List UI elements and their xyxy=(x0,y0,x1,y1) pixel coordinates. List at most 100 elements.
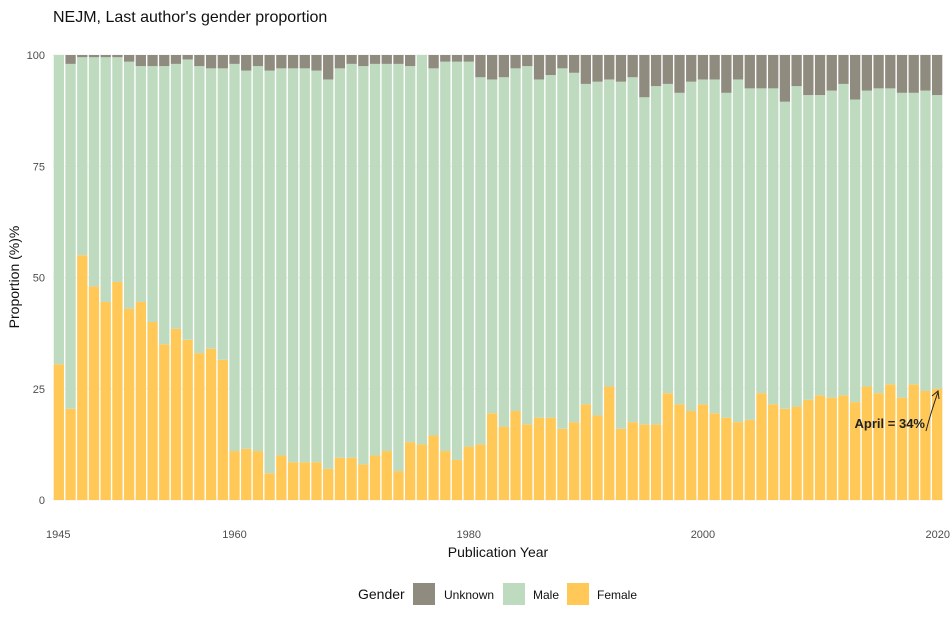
bar-female-1949 xyxy=(100,301,111,500)
bar-unknown-1948 xyxy=(88,55,100,58)
bar-unknown-1952 xyxy=(135,55,146,67)
bar-unknown-1975 xyxy=(405,55,416,67)
bar-female-1990 xyxy=(580,404,591,500)
legend-swatch-female xyxy=(567,583,589,605)
bar-unknown-2020 xyxy=(931,55,943,96)
bar-female-1996 xyxy=(650,424,662,500)
bar-female-1995 xyxy=(639,424,650,500)
bar-unknown-1961 xyxy=(241,55,252,71)
bar-female-1983 xyxy=(498,426,510,500)
bar-male-2018 xyxy=(908,92,919,385)
bar-female-1950 xyxy=(112,281,123,500)
bar-male-1982 xyxy=(486,79,498,414)
bar-female-1945 xyxy=(53,364,65,500)
bar-unknown-2000 xyxy=(697,55,709,80)
bar-male-1958 xyxy=(205,68,217,349)
x-tick-label: 1980 xyxy=(456,529,480,541)
bar-female-1993 xyxy=(615,428,627,500)
bar-unknown-1993 xyxy=(615,55,627,82)
bar-female-2004 xyxy=(744,419,755,500)
bar-unknown-2013 xyxy=(850,55,861,100)
bar-unknown-2003 xyxy=(732,55,744,80)
bar-unknown-1947 xyxy=(77,55,88,58)
x-tick-label: 1945 xyxy=(46,529,70,541)
bar-female-2005 xyxy=(756,393,767,500)
bar-unknown-2004 xyxy=(744,55,755,89)
bar-female-1972 xyxy=(369,455,381,500)
bar-female-1981 xyxy=(475,444,486,500)
bar-female-1999 xyxy=(686,411,697,500)
bar-male-1992 xyxy=(604,79,615,387)
bar-unknown-2017 xyxy=(896,55,908,93)
legend-swatch-unknown xyxy=(413,583,435,605)
bar-unknown-2011 xyxy=(826,55,837,91)
bar-unknown-1991 xyxy=(592,55,603,82)
bar-unknown-1983 xyxy=(498,55,510,78)
bar-female-1960 xyxy=(229,451,240,500)
bar-male-2019 xyxy=(920,90,931,391)
bar-unknown-2010 xyxy=(814,55,826,96)
bar-unknown-1982 xyxy=(486,55,498,80)
bar-male-1974 xyxy=(393,63,404,472)
bar-unknown-1970 xyxy=(346,55,357,64)
bar-male-1988 xyxy=(557,68,568,429)
bar-female-1962 xyxy=(252,451,264,500)
bar-male-1948 xyxy=(88,57,100,287)
bar-male-2008 xyxy=(791,86,802,407)
annotation-text: April = 34% xyxy=(855,416,926,431)
bar-female-1994 xyxy=(627,422,638,500)
y-tick-label: 100 xyxy=(27,50,45,62)
bar-male-1963 xyxy=(264,70,275,474)
bar-unknown-2014 xyxy=(861,55,873,91)
bar-male-1991 xyxy=(592,81,603,416)
bar-female-1979 xyxy=(451,459,463,500)
bar-unknown-1973 xyxy=(381,55,392,64)
bar-female-1966 xyxy=(299,462,310,500)
bar-unknown-1998 xyxy=(674,55,685,93)
bar-female-1992 xyxy=(604,386,615,500)
bar-male-1999 xyxy=(686,81,697,411)
bar-unknown-2002 xyxy=(721,55,732,93)
bar-male-2003 xyxy=(732,79,744,423)
bar-male-1985 xyxy=(522,66,533,425)
bar-female-2018 xyxy=(908,384,919,500)
legend-title: Gender xyxy=(358,586,405,602)
bar-male-1959 xyxy=(217,68,228,360)
bar-unknown-1960 xyxy=(229,55,240,64)
bar-unknown-1955 xyxy=(170,55,182,64)
bar-female-2019 xyxy=(920,390,931,500)
bar-female-1956 xyxy=(182,339,193,500)
bar-male-1986 xyxy=(533,79,545,418)
bar-unknown-1992 xyxy=(604,55,615,80)
bar-male-2011 xyxy=(826,90,837,398)
bar-unknown-1946 xyxy=(65,55,76,64)
y-tick-label: 50 xyxy=(33,273,45,285)
bar-male-1980 xyxy=(463,61,474,447)
bar-female-1968 xyxy=(323,468,334,500)
bar-female-1977 xyxy=(428,435,439,500)
bar-unknown-2012 xyxy=(838,55,849,84)
bar-male-1983 xyxy=(498,77,510,427)
bar-male-1993 xyxy=(615,81,627,429)
bar-unknown-1957 xyxy=(194,55,205,67)
bar-male-2020 xyxy=(931,95,943,389)
bar-male-2013 xyxy=(850,99,861,403)
bar-female-1952 xyxy=(135,301,146,500)
bar-unknown-1950 xyxy=(112,55,123,58)
bar-male-1960 xyxy=(229,63,240,452)
bar-male-1972 xyxy=(369,63,381,456)
bar-unknown-1996 xyxy=(650,55,662,87)
bar-unknown-2009 xyxy=(803,55,814,96)
bar-unknown-1953 xyxy=(147,55,158,67)
bar-female-1984 xyxy=(510,411,521,500)
bar-unknown-1969 xyxy=(334,55,346,69)
bar-unknown-1977 xyxy=(428,55,439,69)
bar-female-1989 xyxy=(568,422,580,500)
bar-unknown-1984 xyxy=(510,55,521,69)
bar-unknown-1978 xyxy=(440,55,451,62)
bar-unknown-1966 xyxy=(299,55,310,69)
bar-male-1961 xyxy=(241,70,252,449)
bar-male-1987 xyxy=(545,75,556,418)
bar-unknown-2001 xyxy=(709,55,720,80)
bar-male-2014 xyxy=(861,90,873,387)
